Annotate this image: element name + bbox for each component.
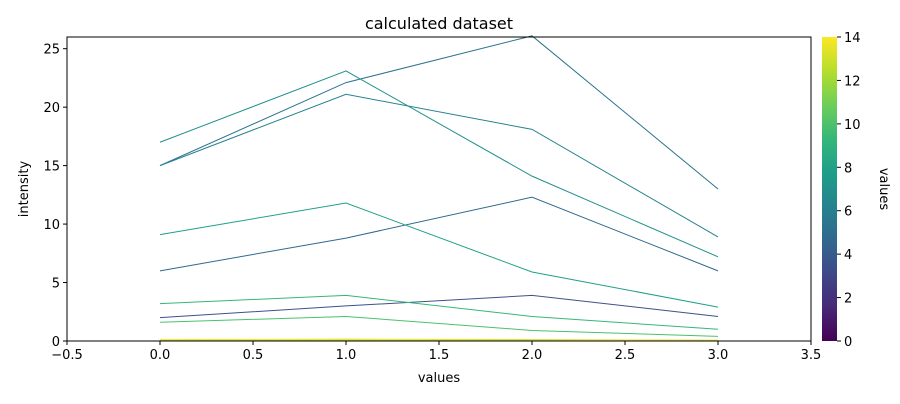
x-tick-label: 0.0 [150,348,171,363]
colorbar-tick-label: 6 [844,205,852,220]
series-line-4 [160,197,718,271]
x-tick-label: 2.5 [615,348,636,363]
x-tick-label: 0.5 [243,348,264,363]
series-line-10 [160,316,718,336]
chart-title: calculated dataset [365,14,513,33]
x-tick-label: 2.0 [522,348,543,363]
colorbar-tick-label: 12 [844,74,861,89]
series-lines [160,36,718,341]
series-line-8 [160,203,718,307]
x-tick-label: 3.5 [801,348,822,363]
series-line-7 [160,71,718,257]
y-tick-label: 15 [43,160,60,175]
x-axis-label: values [418,371,461,386]
colorbar: 0 2 4 6 8 10 12 14 [822,31,861,350]
colorbar-tick-label: 14 [844,31,861,46]
colorbar-tick-label: 0 [844,335,852,350]
colorbar-tick-label: 8 [844,161,852,176]
x-tick-label: 1.0 [336,348,357,363]
plot-axes: −0.5 0.0 0.5 1.0 1.5 2.0 2.5 3.0 3.5 0 5 10 15 20 25 [43,37,821,363]
colorbar-tick-label: 4 [844,248,852,263]
colorbar-gradient [822,37,837,341]
colorbar-label: values [876,168,891,211]
y-tick-label: 0 [52,335,60,350]
series-line-5 [160,36,718,189]
colorbar-tick-label: 10 [844,118,861,133]
y-tick-label: 25 [43,43,60,58]
x-tick-label: −0.5 [51,348,83,363]
series-line-3 [160,295,718,317]
y-tick-label: 20 [43,101,60,116]
colorbar-tick-label: 2 [844,292,852,307]
x-tick-label: 1.5 [429,348,450,363]
series-line-6 [160,94,718,237]
y-axis-label: intensity [17,161,32,218]
y-tick-label: 10 [43,218,60,233]
y-tick-label: 5 [52,277,60,292]
plot-frame [67,37,811,341]
x-tick-label: 3.0 [708,348,729,363]
